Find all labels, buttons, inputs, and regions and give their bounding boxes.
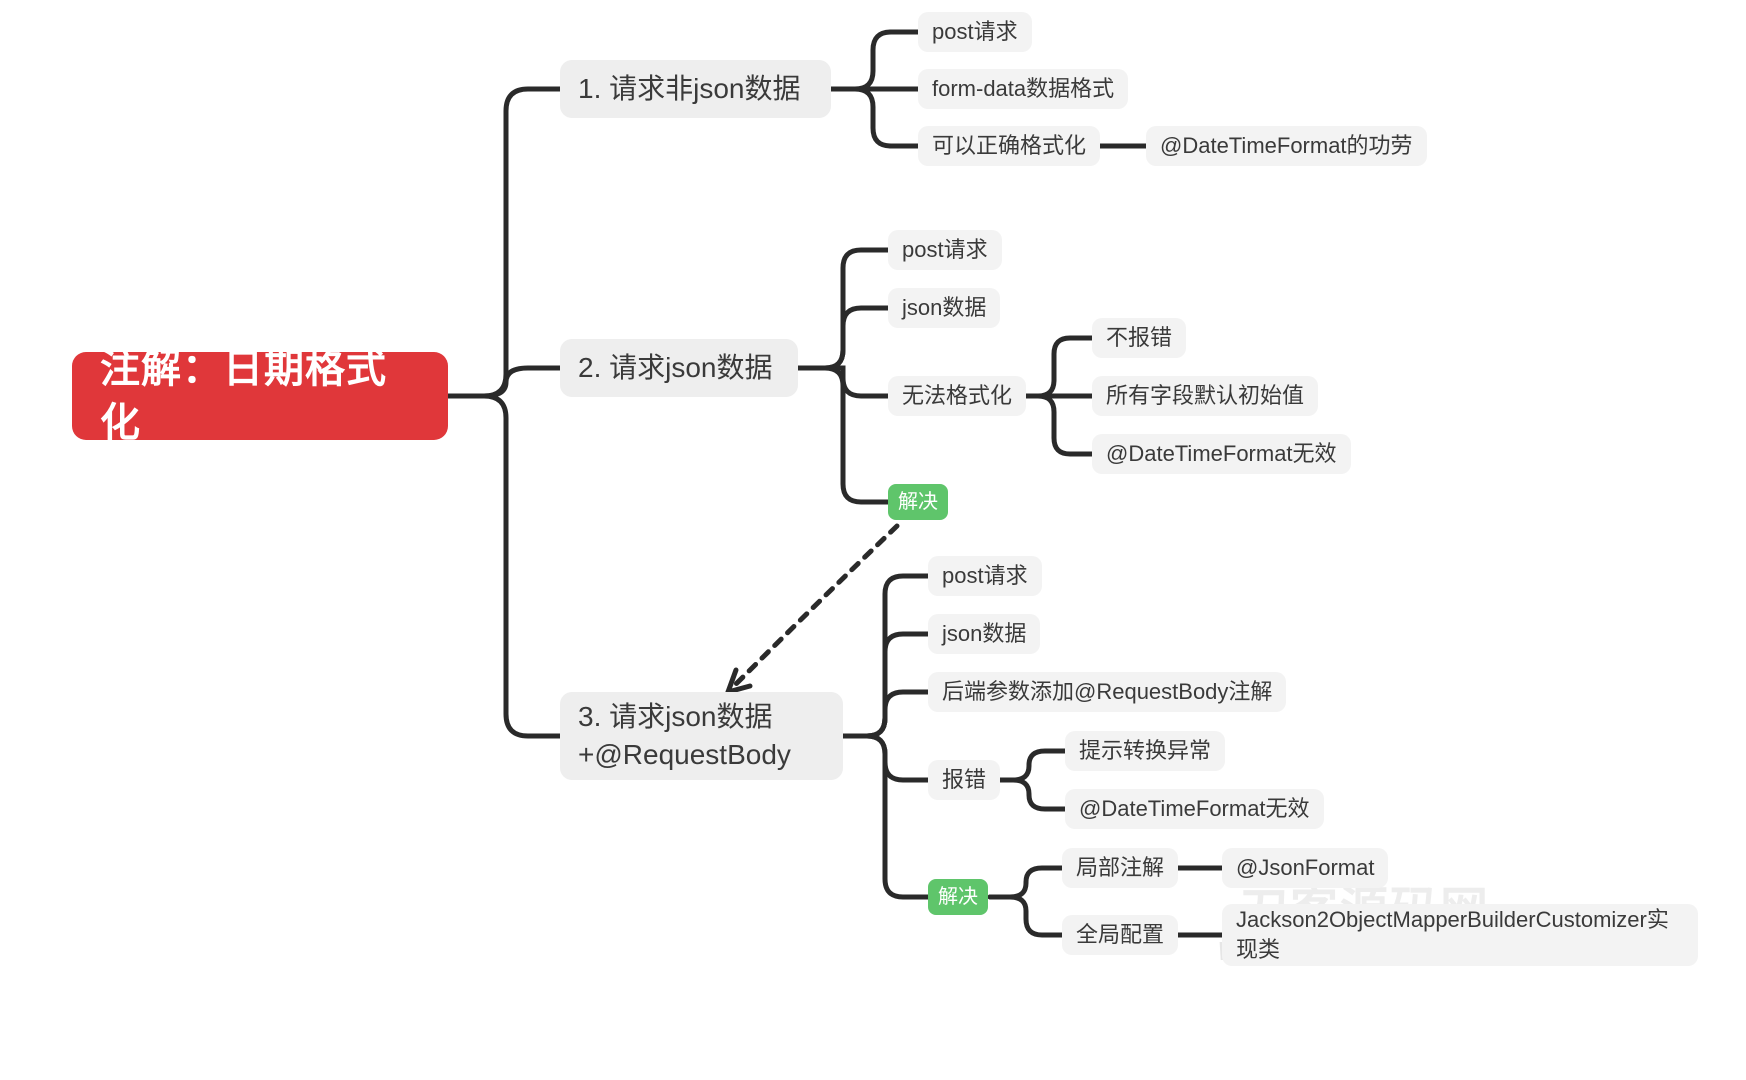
root-node: 注解：日期格式化 <box>72 352 448 440</box>
branch3-child-4: 报错 <box>928 760 1000 800</box>
branch-3: 3. 请求json数据+@RequestBody <box>560 692 843 780</box>
branch2-solve-tag: 解决 <box>888 484 948 520</box>
branch3-solve-tag: 解决 <box>928 879 988 915</box>
branch2-child-2: json数据 <box>888 288 1000 328</box>
branch-2: 2. 请求json数据 <box>560 339 798 397</box>
branch3-child-2: json数据 <box>928 614 1040 654</box>
branch2-child-3a: 不报错 <box>1092 318 1186 358</box>
branch2-child-3c: @DateTimeFormat无效 <box>1092 434 1351 474</box>
branch3-child-4a: 提示转换异常 <box>1065 731 1225 771</box>
branch-1: 1. 请求非json数据 <box>560 60 831 118</box>
branch3-child-1: post请求 <box>928 556 1042 596</box>
branch3-child-3: 后端参数添加@RequestBody注解 <box>928 672 1286 712</box>
branch2-child-3b: 所有字段默认初始值 <box>1092 376 1318 416</box>
branch3-solve-a-child: @JsonFormat <box>1222 848 1388 888</box>
branch3-solve-b: 全局配置 <box>1062 915 1178 955</box>
branch2-child-3: 无法格式化 <box>888 376 1026 416</box>
branch3-child-4b: @DateTimeFormat无效 <box>1065 789 1324 829</box>
branch2-child-1: post请求 <box>888 230 1002 270</box>
mindmap-canvas: 刀客源码网 www.dkewl.com <box>0 0 1746 1080</box>
branch1-child-3: 可以正确格式化 <box>918 126 1100 166</box>
branch3-solve-b-child: Jackson2ObjectMapperBuilderCustomizer实现类 <box>1222 904 1698 966</box>
branch3-solve-a: 局部注解 <box>1062 848 1178 888</box>
branch1-child-3-child: @DateTimeFormat的功劳 <box>1146 126 1427 166</box>
branch1-child-2: form-data数据格式 <box>918 69 1128 109</box>
branch1-child-1: post请求 <box>918 12 1032 52</box>
